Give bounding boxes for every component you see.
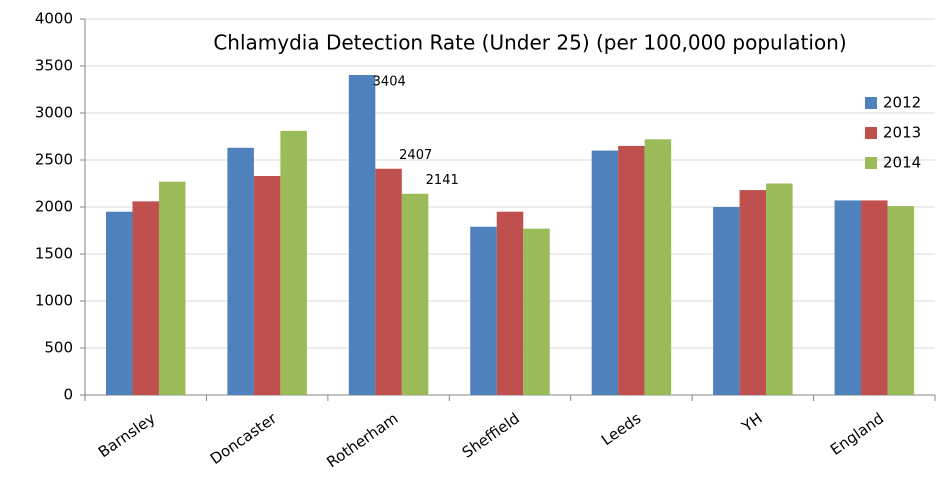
bar	[348, 75, 376, 396]
legend-swatch	[865, 127, 877, 139]
x-tick-label: Barnsley	[95, 409, 159, 461]
bar	[739, 190, 767, 395]
legend-swatch	[865, 157, 877, 169]
bar	[227, 147, 254, 395]
bar	[375, 168, 402, 395]
y-tick-label: 3000	[35, 104, 73, 122]
y-tick-label: 500	[44, 339, 73, 357]
bar	[591, 150, 619, 395]
bar	[401, 193, 429, 395]
bar	[253, 175, 281, 395]
legend-label: 2012	[883, 94, 921, 112]
bar	[158, 181, 186, 395]
bar	[105, 211, 133, 395]
y-tick-label: 4000	[35, 10, 73, 28]
y-tick-label: 1000	[35, 292, 73, 310]
bar	[132, 201, 159, 395]
x-tick-label: England	[827, 409, 887, 459]
legend-swatch	[865, 97, 877, 109]
bar	[618, 145, 645, 395]
y-tick-label: 2500	[35, 151, 73, 169]
bar	[834, 200, 862, 395]
bar	[470, 226, 497, 395]
bar	[496, 211, 524, 395]
bar	[766, 183, 793, 395]
bar	[280, 130, 307, 396]
y-tick-label: 1500	[35, 245, 73, 263]
bar	[861, 200, 888, 395]
chart-title: Chlamydia Detection Rate (Under 25) (per…	[213, 31, 846, 55]
data-label: 3404	[373, 75, 406, 90]
bar	[523, 228, 550, 395]
bar	[887, 206, 915, 395]
x-tick-label: Rotherham	[323, 409, 401, 471]
x-tick-label: YH	[738, 409, 766, 436]
bar	[644, 139, 672, 395]
y-tick-label: 2000	[35, 198, 73, 216]
y-tick-label: 3500	[35, 57, 73, 75]
y-tick-label: 0	[63, 386, 73, 404]
data-label: 2407	[399, 148, 432, 163]
x-tick-label: Sheffield	[459, 409, 523, 461]
bar	[713, 207, 740, 395]
data-label: 2141	[426, 173, 459, 188]
legend-label: 2014	[883, 154, 921, 172]
x-tick-label: Doncaster	[207, 409, 281, 468]
legend-label: 2013	[883, 124, 921, 142]
x-tick-label: Leeds	[598, 409, 644, 449]
